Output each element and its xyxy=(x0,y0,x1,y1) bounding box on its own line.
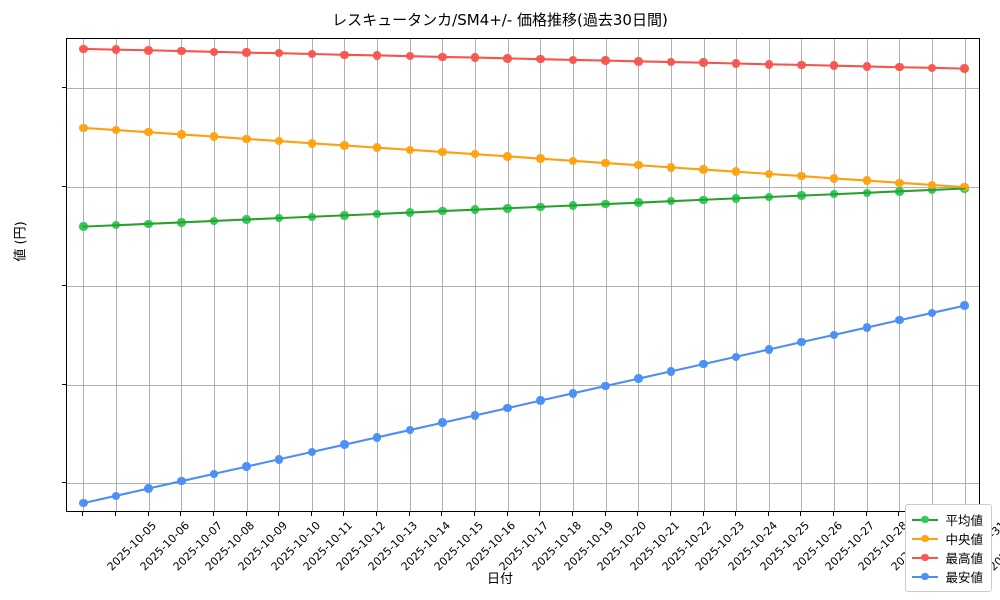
y-tick-mark xyxy=(62,284,66,286)
gridline-horizontal xyxy=(67,384,979,386)
gridline-vertical xyxy=(703,39,705,511)
plot-area xyxy=(66,38,980,512)
gridline-vertical xyxy=(377,39,379,511)
gridlines xyxy=(67,39,979,511)
x-tick-mark xyxy=(767,512,769,516)
gridline-vertical xyxy=(213,39,215,511)
chart-title: レスキュータンカ/SM4+/- 価格推移(過去30日間) xyxy=(332,11,668,29)
gridline-vertical xyxy=(409,39,411,511)
gridline-horizontal xyxy=(67,285,979,287)
legend: 平均値中央値最高値最安値 xyxy=(905,504,992,592)
legend-item[interactable]: 最安値 xyxy=(912,567,983,586)
x-tick-mark xyxy=(604,512,606,516)
x-tick-mark xyxy=(539,512,541,516)
gridline-vertical xyxy=(475,39,477,511)
x-tick-mark xyxy=(800,512,802,516)
gridline-vertical xyxy=(115,39,117,511)
gridline-vertical xyxy=(246,39,248,511)
x-tick-mark xyxy=(441,512,443,516)
x-tick-mark xyxy=(343,512,345,516)
gridline-horizontal xyxy=(67,187,979,189)
y-tick-mark xyxy=(62,482,66,484)
gridline-horizontal xyxy=(67,88,979,90)
legend-label: 最安値 xyxy=(945,570,983,585)
x-tick-mark xyxy=(865,512,867,516)
gridline-vertical xyxy=(540,39,542,511)
gridline-vertical xyxy=(964,39,966,511)
gridline-vertical xyxy=(279,39,281,511)
legend-swatch-icon xyxy=(912,533,939,545)
gridline-vertical xyxy=(866,39,868,511)
gridline-vertical xyxy=(311,39,313,511)
gridline-vertical xyxy=(507,39,509,511)
x-tick-mark xyxy=(506,512,508,516)
x-tick-mark xyxy=(669,512,671,516)
gridline-vertical xyxy=(181,39,183,511)
x-tick-mark xyxy=(82,512,84,516)
x-tick-mark xyxy=(310,512,312,516)
gridline-vertical xyxy=(801,39,803,511)
gridline-vertical xyxy=(344,39,346,511)
legend-item[interactable]: 中央値 xyxy=(912,529,983,548)
gridline-vertical xyxy=(605,39,607,511)
legend-swatch-icon xyxy=(912,571,939,583)
legend-item[interactable]: 最高値 xyxy=(912,548,983,567)
y-axis-label: 値 (円) xyxy=(13,221,29,262)
gridline-vertical xyxy=(638,39,640,511)
x-axis-label: 日付 xyxy=(486,572,513,587)
x-tick-mark xyxy=(147,512,149,516)
series-line xyxy=(82,187,966,228)
x-tick-mark xyxy=(637,512,639,516)
legend-label: 平均値 xyxy=(945,513,983,528)
x-tick-mark xyxy=(735,512,737,516)
x-tick-mark xyxy=(474,512,476,516)
gridline-vertical xyxy=(736,39,738,511)
legend-label: 中央値 xyxy=(945,532,983,547)
legend-item[interactable]: 平均値 xyxy=(912,510,983,529)
y-tick-mark xyxy=(62,87,66,89)
y-tick-mark xyxy=(62,383,66,385)
x-tick-mark xyxy=(376,512,378,516)
gridline-vertical xyxy=(572,39,574,511)
legend-label: 最高値 xyxy=(945,551,983,566)
legend-swatch-icon xyxy=(912,514,939,526)
x-tick-mark xyxy=(278,512,280,516)
series-line xyxy=(82,126,966,189)
gridline-vertical xyxy=(670,39,672,511)
series-line xyxy=(82,304,966,505)
gridline-vertical xyxy=(899,39,901,511)
x-tick-mark xyxy=(702,512,704,516)
x-tick-mark xyxy=(408,512,410,516)
y-tick-mark xyxy=(62,186,66,188)
series-lines xyxy=(82,47,966,505)
x-tick-mark xyxy=(571,512,573,516)
x-tick-mark xyxy=(212,512,214,516)
gridline-vertical xyxy=(83,39,85,511)
gridline-vertical xyxy=(148,39,150,511)
x-tick-mark xyxy=(180,512,182,516)
x-tick-mark xyxy=(833,512,835,516)
series-line xyxy=(82,47,966,70)
gridline-vertical xyxy=(442,39,444,511)
x-tick-mark xyxy=(898,512,900,516)
gridline-vertical xyxy=(768,39,770,511)
gridline-horizontal xyxy=(67,483,979,485)
legend-swatch-icon xyxy=(912,552,939,564)
x-tick-mark xyxy=(245,512,247,516)
gridline-vertical xyxy=(932,39,934,511)
gridline-vertical xyxy=(834,39,836,511)
x-tick-mark xyxy=(114,512,116,516)
